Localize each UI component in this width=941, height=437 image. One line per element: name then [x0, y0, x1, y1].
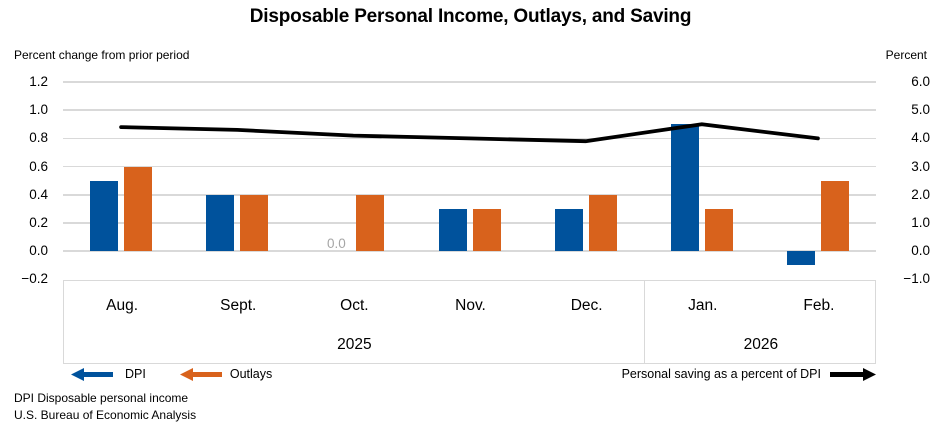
month-label: Nov.: [455, 296, 486, 314]
legend-line: Personal saving as a percent of DPI: [622, 367, 876, 381]
left-axis-tick-label: −0.2: [21, 271, 48, 287]
bar-dpi: [90, 180, 119, 252]
bar-dpi: [206, 194, 235, 252]
chart-title: Disposable Personal Income, Outlays, and…: [249, 6, 692, 27]
bar-outlays: [240, 194, 269, 252]
zero-value-label: 0.0: [326, 235, 346, 251]
left-axis-caption: Percent change from prior period: [14, 48, 190, 62]
year-divider: [643, 280, 646, 363]
bar-outlays: [704, 208, 733, 252]
bar-dpi: [554, 208, 583, 252]
bar-outlays: [124, 166, 153, 252]
saving-right-arrow-icon: [830, 367, 876, 381]
right-axis-caption: Percent: [885, 48, 927, 62]
month-label: Oct.: [340, 296, 369, 314]
bar-outlays: [356, 194, 385, 252]
saving-rate-line: [119, 122, 820, 144]
left-axis-tick-label: 1.2: [29, 74, 48, 89]
right-axis-tick-label: 3.0: [911, 158, 930, 174]
left-axis-tick-label: 1.0: [29, 102, 48, 118]
left-axis-tick-label: 0.2: [29, 215, 48, 230]
right-axis-tick-label: 6.0: [911, 74, 930, 89]
footnote-dpi-definition: DPI Disposable personal income: [14, 391, 189, 405]
legend-bars: DPI Outlays: [71, 367, 272, 381]
legend-saving-label: Personal saving as a percent of DPI: [621, 367, 821, 381]
bar-dpi: [786, 251, 815, 266]
right-axis-tick-label: 0.0: [911, 243, 930, 259]
bar-dpi: [670, 124, 699, 252]
dpi-left-arrow-icon: [71, 367, 113, 381]
gridline: [63, 81, 876, 83]
footnote-source: U.S. Bureau of Economic Analysis: [14, 408, 197, 422]
bar-outlays: [472, 208, 501, 252]
gridline: [63, 109, 876, 111]
right-axis-tick-label: 2.0: [911, 186, 930, 202]
bar-dpi: [438, 208, 467, 252]
year-label: 2025: [337, 335, 372, 353]
right-axis-tick-label: −1.0: [903, 271, 930, 287]
bar-outlays: [820, 180, 849, 252]
month-label: Feb.: [803, 296, 835, 314]
left-axis-tick-label: 0.6: [29, 158, 48, 174]
gridline: [63, 194, 876, 196]
left-axis-tick-label: 0.8: [29, 130, 48, 146]
bar-outlays: [588, 194, 617, 252]
left-axis-tick-label: 0.0: [29, 243, 48, 259]
month-label: Jan.: [688, 296, 718, 314]
gridline: [63, 165, 876, 168]
plot-area: 0.0: [63, 81, 876, 280]
right-axis-tick-label: 5.0: [911, 102, 930, 118]
gridline: [63, 250, 876, 252]
legend-dpi-label: DPI: [125, 367, 146, 381]
month-label: Sept.: [220, 296, 257, 314]
right-axis-tick-label: 4.0: [911, 130, 930, 146]
month-label: Aug.: [106, 296, 139, 314]
left-axis-tick-label: 0.4: [29, 186, 48, 202]
footnotes: DPI Disposable personal income U.S. Bure…: [14, 390, 196, 424]
month-label: Dec.: [570, 296, 603, 314]
outlays-left-arrow-icon: [179, 367, 222, 381]
gridline: [63, 222, 876, 224]
legend-outlays-label: Outlays: [229, 367, 273, 381]
right-axis-tick-label: 1.0: [911, 215, 930, 230]
year-label: 2026: [743, 335, 779, 353]
x-axis-label-box: Aug. Sept. Oct. Nov. Dec. Jan. Feb. 2025 2026: [63, 279, 876, 364]
